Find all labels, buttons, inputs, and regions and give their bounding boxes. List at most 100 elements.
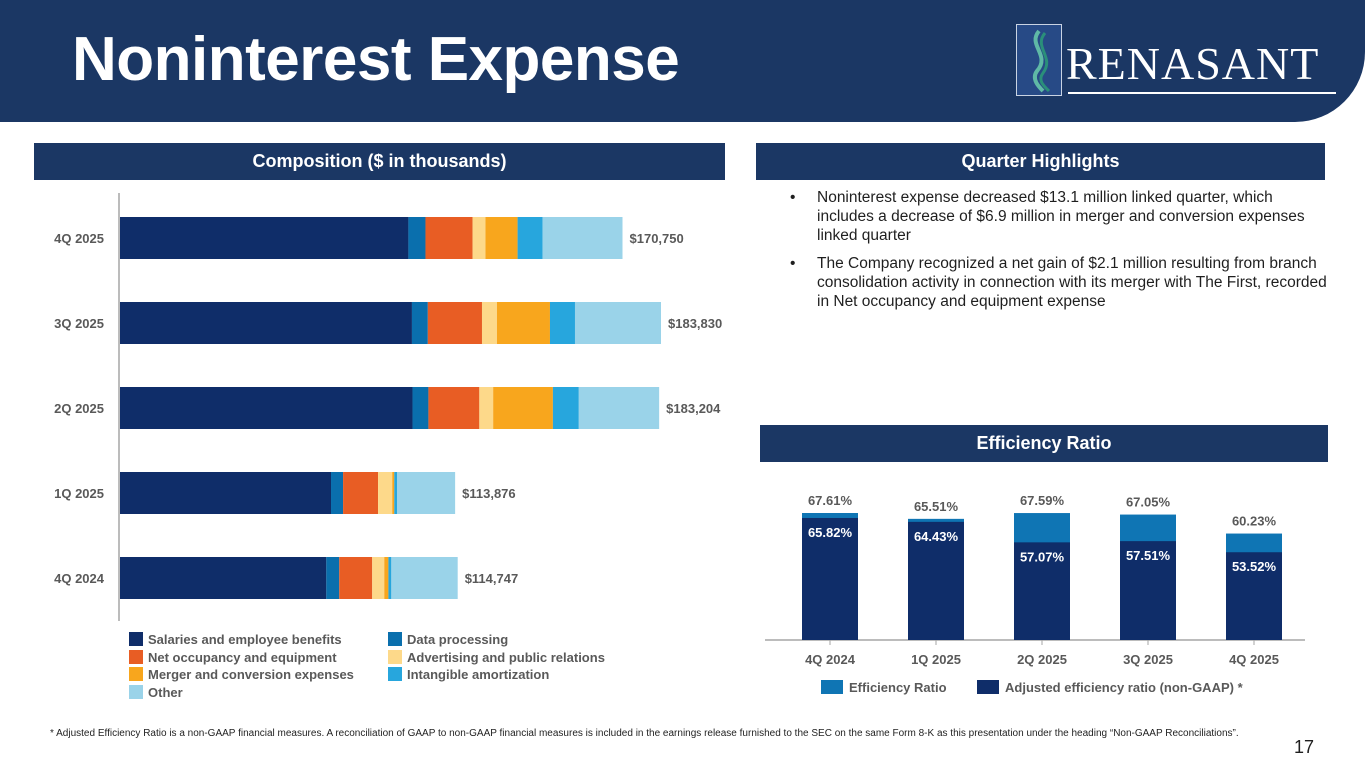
bar-adjusted-efficiency-ratio (908, 521, 964, 640)
legend-label: Data processing (407, 632, 509, 647)
legend-swatch (388, 632, 402, 646)
legend-swatch (129, 685, 143, 699)
x-tick-label: 3Q 2025 (1123, 652, 1173, 667)
legend-item-advertising: Advertising and public relations (388, 650, 605, 666)
bar-segment-other (542, 217, 623, 259)
total-label: $170,750 (630, 231, 684, 246)
highlight-item: • The Company recognized a net gain of $2… (790, 254, 1330, 311)
highlights-header: Quarter Highlights (756, 143, 1325, 180)
x-tick-label: 4Q 2025 (1229, 652, 1279, 667)
legend-label: Net occupancy and equipment (148, 650, 337, 665)
bar-segment-data-processing (331, 472, 344, 514)
legend-swatch (129, 632, 143, 646)
bar-segment-salaries-and-employee-benefits (120, 387, 413, 429)
legend-item-other: Other (129, 685, 183, 701)
title-banner (0, 0, 1365, 122)
bar-segment-salaries-and-employee-benefits (120, 557, 327, 599)
bar-segment-data-processing (411, 302, 428, 344)
bar-adjusted-efficiency-ratio (802, 517, 858, 640)
logo-underline (1068, 92, 1336, 94)
bar-adjusted-efficiency-ratio (1120, 541, 1176, 640)
bar-segment-advertising-and-public-relations (378, 472, 393, 514)
legend-item-salaries: Salaries and employee benefits (129, 632, 342, 648)
efficiency-header: Efficiency Ratio (760, 425, 1328, 462)
bar-segment-net-occupancy-and-equipment (427, 302, 482, 344)
legend-swatch (388, 650, 402, 664)
efficiency-value-label: 67.61% (808, 493, 853, 508)
legend-label: Merger and conversion expenses (148, 667, 354, 682)
efficiency-value-label: 67.05% (1126, 495, 1171, 510)
legend-label: Adjusted efficiency ratio (non-GAAP) * (1005, 680, 1243, 695)
bar-segment-intangible-amortization (549, 302, 575, 344)
adjusted-value-label: 64.43% (914, 529, 959, 544)
logo-wordmark: RENASANT (1066, 38, 1320, 89)
composition-chart: 4Q 2025 $170,750 3Q 2025 $183,830 2Q 2025 $18… (54, 193, 722, 621)
bar-segment-intangible-amortization (552, 387, 579, 429)
efficiency-value-label: 67.59% (1020, 493, 1065, 508)
legend-item-intangible: Intangible amortization (388, 667, 549, 683)
page-number: 17 (1294, 737, 1315, 757)
legend-swatch (129, 650, 143, 664)
total-label: $183,204 (666, 401, 721, 416)
total-label: $113,876 (462, 486, 516, 501)
legend-item-net-occupancy: Net occupancy and equipment (129, 650, 337, 666)
bar-segment-other (574, 302, 661, 344)
bar-segment-other (578, 387, 660, 429)
x-tick-label: 2Q 2025 (1017, 652, 1067, 667)
logo-emblem-icon (1016, 24, 1062, 96)
bar-segment-advertising-and-public-relations (472, 217, 486, 259)
legend-label: Intangible amortization (407, 667, 550, 682)
bar-segment-net-occupancy-and-equipment (343, 472, 379, 514)
bar-segment-data-processing (412, 387, 429, 429)
category-label: 1Q 2025 (54, 486, 104, 501)
legend-swatch (821, 680, 843, 694)
bar-segment-merger-and-conversion-expenses (392, 472, 395, 514)
bar-segment-intangible-amortization (388, 557, 392, 599)
efficiency-chart: 67.61% 65.82% 4Q 2024 65.51% 64.43% 1Q 2025 67… (765, 493, 1305, 667)
bar-segment-intangible-amortization (394, 472, 398, 514)
bar-segment-intangible-amortization (517, 217, 543, 259)
bar-adjusted-efficiency-ratio (1014, 542, 1070, 640)
total-label: $114,747 (465, 571, 519, 586)
bar-segment-net-occupancy-and-equipment (428, 387, 480, 429)
bullet-icon: • (790, 255, 796, 272)
highlight-item: • Noninterest expense decreased $13.1 mil… (790, 188, 1330, 245)
category-label: 3Q 2025 (54, 316, 104, 331)
adjusted-value-label: 57.51% (1126, 548, 1171, 563)
category-label: 4Q 2024 (54, 571, 105, 586)
bar-adjusted-efficiency-ratio (1226, 552, 1282, 640)
efficiency-value-label: 65.51% (914, 499, 959, 514)
highlights-list: • Noninterest expense decreased $13.1 mil… (790, 188, 1330, 320)
legend-swatch (129, 667, 143, 681)
page-title: Noninterest Expense (72, 25, 680, 94)
x-tick-label: 4Q 2024 (805, 652, 856, 667)
bullet-icon: • (790, 189, 796, 206)
legend-swatch (388, 667, 402, 681)
bar-segment-merger-and-conversion-expenses (485, 217, 518, 259)
highlight-text: Noninterest expense decreased $13.1 mill… (817, 189, 1305, 244)
category-label: 4Q 2025 (54, 231, 104, 246)
efficiency-value-label: 60.23% (1232, 514, 1277, 529)
bar-segment-other (397, 472, 456, 514)
bar-segment-merger-and-conversion-expenses (384, 557, 389, 599)
bar-segment-data-processing (326, 557, 340, 599)
composition-header: Composition ($ in thousands) (34, 143, 725, 180)
legend-item-adjusted-efficiency: Adjusted efficiency ratio (non-GAAP) * (977, 680, 1243, 695)
legend-label: Advertising and public relations (407, 650, 605, 665)
bar-segment-net-occupancy-and-equipment (339, 557, 373, 599)
bar-segment-merger-and-conversion-expenses (496, 302, 550, 344)
bar-segment-advertising-and-public-relations (372, 557, 385, 599)
bar-segment-advertising-and-public-relations (481, 302, 497, 344)
bar-segment-salaries-and-employee-benefits (120, 302, 412, 344)
highlight-text: The Company recognized a net gain of $2.… (817, 255, 1327, 310)
legend-label: Salaries and employee benefits (148, 632, 342, 647)
bar-segment-merger-and-conversion-expenses (493, 387, 553, 429)
legend-swatch (977, 680, 999, 694)
bar-segment-data-processing (408, 217, 426, 259)
legend-label: Other (148, 685, 183, 700)
renasant-logo: RENASANT (1016, 22, 1338, 98)
category-label: 2Q 2025 (54, 401, 104, 416)
bar-segment-net-occupancy-and-equipment (425, 217, 473, 259)
adjusted-value-label: 57.07% (1020, 549, 1065, 564)
bar-segment-salaries-and-employee-benefits (120, 217, 409, 259)
